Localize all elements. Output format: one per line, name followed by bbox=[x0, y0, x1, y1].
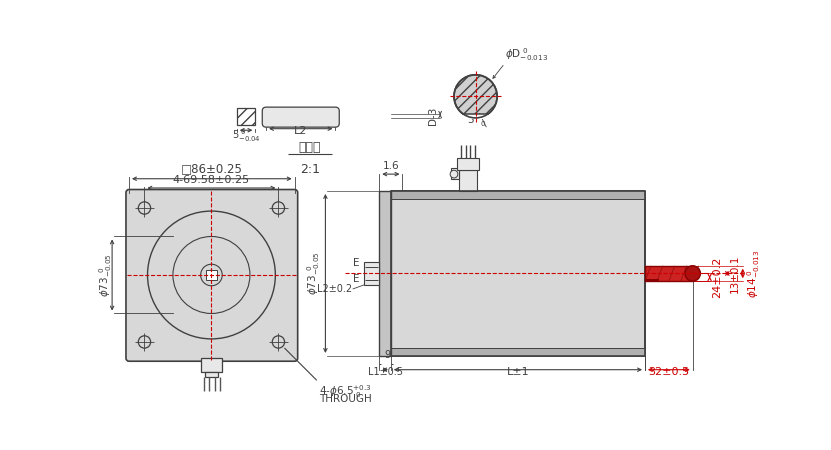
Text: $\phi$73$^{\ \ 0}_{-0.05}$: $\phi$73$^{\ \ 0}_{-0.05}$ bbox=[306, 252, 322, 295]
Bar bbox=[391, 191, 645, 199]
Text: 13±0.1: 13±0.1 bbox=[730, 254, 740, 292]
Text: 1.6: 1.6 bbox=[382, 161, 399, 171]
Text: THROUGH: THROUGH bbox=[319, 394, 372, 404]
Bar bbox=[459, 170, 477, 191]
Bar bbox=[645, 266, 693, 281]
FancyBboxPatch shape bbox=[126, 189, 297, 361]
Text: 轴、键: 轴、键 bbox=[299, 141, 322, 154]
Text: 4-69.58±0.25: 4-69.58±0.25 bbox=[173, 175, 250, 185]
Bar bbox=[364, 262, 379, 285]
Text: L2: L2 bbox=[294, 126, 307, 135]
Circle shape bbox=[138, 336, 150, 348]
Bar bbox=[237, 108, 255, 125]
Text: 5$^{+0.05}_{\ \ \ 0}$: 5$^{+0.05}_{\ \ \ 0}$ bbox=[466, 112, 497, 129]
Bar bbox=[451, 168, 459, 179]
Text: $\phi$D$^{\ 0}_{-0.013}$: $\phi$D$^{\ 0}_{-0.013}$ bbox=[504, 46, 548, 63]
Bar bbox=[391, 191, 645, 356]
Bar bbox=[206, 270, 217, 280]
Bar bbox=[457, 158, 479, 170]
Text: $\phi$14$^{\ 0}_{-0.013}$: $\phi$14$^{\ 0}_{-0.013}$ bbox=[745, 249, 762, 298]
Bar bbox=[379, 191, 391, 356]
Circle shape bbox=[207, 270, 216, 279]
Text: 4-$\phi$6.5$^{+0.3}_{\ 0}$: 4-$\phi$6.5$^{+0.3}_{\ 0}$ bbox=[319, 383, 372, 400]
Circle shape bbox=[450, 170, 458, 178]
Text: 9: 9 bbox=[384, 351, 390, 360]
Bar bbox=[204, 372, 219, 378]
Text: 2:1: 2:1 bbox=[300, 163, 320, 176]
Text: 32±0.5: 32±0.5 bbox=[648, 367, 690, 377]
Bar bbox=[200, 358, 222, 372]
Circle shape bbox=[454, 75, 497, 118]
Text: 5$^{\ 0}_{-0.04}$: 5$^{\ 0}_{-0.04}$ bbox=[232, 127, 260, 144]
Text: L1±0.5: L1±0.5 bbox=[367, 367, 402, 377]
FancyBboxPatch shape bbox=[263, 107, 339, 127]
Circle shape bbox=[200, 264, 222, 286]
Text: □86±0.25: □86±0.25 bbox=[181, 162, 243, 176]
Bar bbox=[645, 279, 659, 281]
Text: L±1: L±1 bbox=[507, 367, 529, 377]
Text: D-3: D-3 bbox=[428, 107, 438, 125]
Circle shape bbox=[273, 336, 284, 348]
Text: E: E bbox=[353, 274, 360, 284]
Text: E: E bbox=[353, 258, 360, 269]
Bar bbox=[454, 114, 497, 119]
Text: $\phi$73$^{\ \ 0}_{-0.05}$: $\phi$73$^{\ \ 0}_{-0.05}$ bbox=[97, 253, 115, 297]
Bar bbox=[391, 348, 645, 356]
Circle shape bbox=[273, 202, 284, 214]
Text: 24±0.2: 24±0.2 bbox=[712, 256, 722, 298]
Circle shape bbox=[685, 266, 701, 281]
Text: L2±0.2: L2±0.2 bbox=[317, 284, 352, 294]
Circle shape bbox=[138, 202, 150, 214]
